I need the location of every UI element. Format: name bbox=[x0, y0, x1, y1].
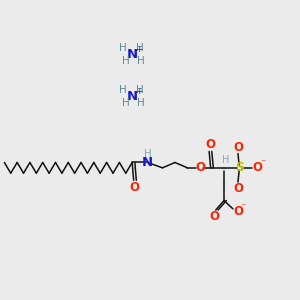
Text: N: N bbox=[127, 90, 138, 103]
Text: O: O bbox=[233, 140, 243, 154]
Text: +: + bbox=[135, 45, 142, 54]
Text: H: H bbox=[122, 98, 130, 108]
Text: O: O bbox=[130, 181, 140, 194]
Text: H: H bbox=[122, 56, 130, 66]
Text: O: O bbox=[233, 182, 243, 195]
Text: H: H bbox=[119, 44, 127, 53]
Text: S: S bbox=[235, 161, 244, 174]
Text: O: O bbox=[209, 210, 219, 223]
Text: H: H bbox=[137, 56, 145, 66]
Text: ⁻: ⁻ bbox=[260, 158, 266, 168]
Text: H: H bbox=[144, 149, 152, 159]
Text: H: H bbox=[136, 44, 143, 53]
Text: H: H bbox=[137, 98, 145, 108]
Text: O: O bbox=[253, 161, 262, 174]
Text: O: O bbox=[196, 161, 206, 174]
Text: N: N bbox=[127, 48, 138, 62]
Text: H: H bbox=[119, 85, 127, 95]
Text: H: H bbox=[222, 155, 229, 165]
Text: N: N bbox=[142, 156, 153, 169]
Text: H: H bbox=[136, 85, 143, 95]
Text: ⁻: ⁻ bbox=[240, 202, 245, 212]
Text: O: O bbox=[233, 205, 243, 218]
Text: +: + bbox=[135, 87, 142, 96]
Text: O: O bbox=[205, 138, 215, 151]
